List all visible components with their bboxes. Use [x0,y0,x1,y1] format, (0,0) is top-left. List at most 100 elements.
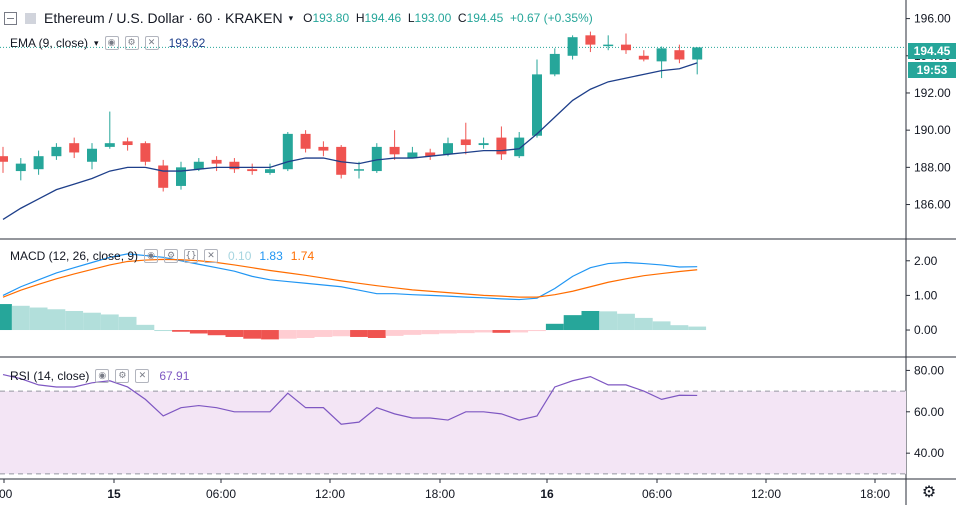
candle-body [567,37,578,56]
interval-label[interactable]: 60 [196,10,213,26]
macd-label[interactable]: MACD (12, 26, close, 9) [10,249,139,263]
y-tick-label: 2.00 [914,254,938,268]
macd-histogram-bar [652,321,671,331]
y-tick-label: 80.00 [914,363,944,377]
close-icon[interactable]: ✕ [144,36,159,50]
eye-icon[interactable]: ◉ [95,369,110,383]
x-tick-label: 06:00 [206,487,236,501]
candle-body [389,146,400,155]
eye-icon[interactable]: ◉ [144,249,159,263]
macd-histogram-bar [456,330,475,334]
macd-histogram-bar [332,330,351,337]
ema-legend: EMA (9, close) ▾ ◉ ⚙ ✕ 193.62 [10,36,205,50]
rsi-line [2,373,698,425]
candle-body [532,74,542,136]
macd-histogram-bar [189,330,208,334]
macd-histogram-bar [563,315,582,331]
macd-histogram-bar [100,314,119,331]
macd-histogram-bar [225,330,244,337]
macd-histogram-bar [261,330,279,340]
candle-body [514,137,525,157]
exchange-label[interactable]: KRAKEN [224,10,283,26]
macd-histogram-bar [617,313,635,331]
candle-body [585,35,596,45]
y-tick-label: 60.00 [914,405,944,419]
macd-histogram-bar [403,330,422,335]
candle-body [265,169,275,173]
y-tick-label: 186.00 [914,198,951,212]
macd-histogram-bar [278,330,297,339]
macd-histogram-bar [29,307,48,331]
ema-value: 193.62 [168,36,206,50]
macd-histogram-bar [634,317,653,331]
candle-body [318,146,329,151]
macd-histogram-bar [314,330,333,337]
candle-body [229,161,240,170]
source-code-icon[interactable]: {} [184,249,199,263]
macd-line [2,253,698,301]
macd-hist-value: 0.10 [228,249,252,263]
x-tick-label: 18:00 [860,487,890,501]
macd-histogram-bar [0,304,12,331]
macd-histogram-bar [545,323,564,331]
candle-body [549,53,560,75]
settings-gear-icon[interactable]: ⚙ [921,482,937,501]
y-tick-label: 192.00 [914,86,951,100]
candle-body [371,146,382,172]
candle-body [176,167,186,186]
signal-line-value: 1.74 [290,249,315,263]
y-tick-label: 0.00 [914,323,938,337]
macd-histogram-bar [510,330,529,333]
close-icon[interactable]: ✕ [135,369,150,383]
macd-line-value: 1.83 [259,249,283,263]
candle-body [656,48,667,62]
rsi-label[interactable]: RSI (14, close) [10,369,90,383]
chevron-down-icon[interactable]: ▾ [94,37,99,48]
macd-histogram-bar [688,326,707,331]
candle-body [69,143,80,153]
macd-histogram-bar [439,330,457,334]
macd-histogram-bar [474,330,493,333]
candle-body [15,163,26,172]
y-tick-label: 196.00 [914,12,951,26]
change-value: +0.67 (+0.35%) [509,11,593,25]
gear-icon[interactable]: ⚙ [115,369,130,383]
candle-body [33,156,44,170]
candle-body [443,143,453,155]
chevron-down-icon[interactable]: ▾ [288,12,294,23]
macd-histogram-bar [47,309,66,331]
macd-legend: MACD (12, 26, close, 9) ◉ ⚙ {} ✕ 0.10 1.… [10,249,314,263]
candle-body [0,156,8,162]
candle-body [478,143,489,146]
eye-icon[interactable]: ◉ [104,36,119,50]
x-tick-label: 18:00 [425,487,455,501]
candle-body [460,139,471,146]
macd-histogram-bar [385,330,404,336]
macd-histogram-bar [118,316,137,331]
separator-dot: · [216,10,221,26]
ohlc-readout: O193.80 H194.46 L193.00 C194.45 +0.67 (+… [303,11,593,25]
symbol-name[interactable]: Ethereum / U.S. Dollar [44,10,185,26]
macd-histogram-bar [207,330,226,336]
gear-icon[interactable]: ⚙ [164,249,179,263]
macd-histogram-bar [65,310,84,331]
main-legend: Ethereum / U.S. Dollar · 60 · KRAKEN ▾ O… [4,10,593,26]
x-tick-label: 06:00 [642,487,672,501]
candle-body [638,55,649,60]
rsi-band [0,391,906,474]
macd-histogram-bar [136,324,155,331]
candle-body [621,44,631,51]
gear-icon[interactable]: ⚙ [124,36,139,50]
candle-body [496,137,507,155]
candle-body [674,50,685,60]
candle-body [425,152,436,157]
rsi-legend: RSI (14, close) ◉ ⚙ ✕ 67.91 [10,369,189,383]
macd-histogram-bar [492,330,511,333]
ema-label[interactable]: EMA (9, close) [10,36,89,50]
collapse-icon[interactable] [4,11,17,25]
close-icon[interactable]: ✕ [204,249,219,263]
candle-body [158,165,169,188]
macd-histogram-bar [11,305,30,331]
candle-body [336,146,347,175]
